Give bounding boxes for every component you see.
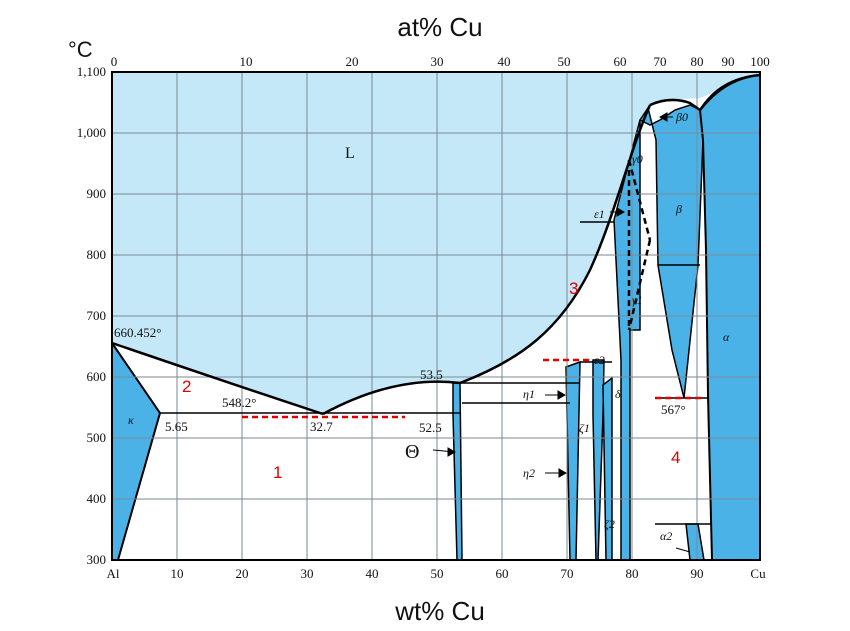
top-axis-title: at% Cu xyxy=(397,12,482,42)
region-3-label: 3 xyxy=(569,279,578,298)
top-tick: 30 xyxy=(431,54,444,69)
red-markers xyxy=(242,358,705,419)
phase-boundaries xyxy=(111,73,761,416)
y-tick: 1,100 xyxy=(77,64,106,79)
region-1-label: 1 xyxy=(273,463,282,482)
y-tick: 600 xyxy=(87,369,107,384)
top-tick: 20 xyxy=(346,54,359,69)
solubility-label: 5.65 xyxy=(165,419,188,434)
region-4-label: 4 xyxy=(671,448,680,467)
x-tick: 40 xyxy=(366,566,379,581)
top-tick: 10 xyxy=(240,54,253,69)
y-tick-labels: 300 400 500 600 700 800 900 1,000 1,100 xyxy=(77,64,106,567)
eutectoid-label: 567° xyxy=(661,402,686,417)
x-tick: Cu xyxy=(750,566,766,581)
y-tick: 400 xyxy=(87,491,107,506)
x-tick: 90 xyxy=(691,566,704,581)
top-tick: 0 xyxy=(111,54,118,69)
liquidus-cu xyxy=(699,73,761,111)
bottom-axis-title: wt% Cu xyxy=(394,596,485,626)
zeta2-label: ζ2 xyxy=(604,517,615,531)
temperature-unit: °C xyxy=(68,37,93,62)
theta-label: Θ xyxy=(405,441,419,463)
x-tick: 60 xyxy=(496,566,509,581)
top-tick: 60 xyxy=(614,54,627,69)
beta-label: β xyxy=(675,202,682,216)
x-tick: 70 xyxy=(561,566,574,581)
x-tick-labels: Al 10 20 30 40 50 60 70 80 90 Cu xyxy=(107,566,767,581)
y-tick: 1,000 xyxy=(77,125,106,140)
liquidus-mid xyxy=(322,380,461,416)
epsilon2-label: ε2 xyxy=(594,353,605,367)
grid-lines xyxy=(112,72,760,560)
liquidus-left xyxy=(111,341,324,416)
region-2-label: 2 xyxy=(182,377,191,396)
al-melting-label: 660.452° xyxy=(114,325,161,340)
liquid-label: L xyxy=(345,145,355,162)
beta0-label: β0 xyxy=(675,110,688,124)
epsilon1-label: ε1 xyxy=(594,207,605,221)
liquidus-right xyxy=(459,104,652,385)
plot-frame xyxy=(111,71,761,561)
y-tick: 300 xyxy=(87,552,107,567)
delta-label: δ xyxy=(615,387,621,401)
top-tick: 50 xyxy=(558,54,571,69)
invariant-lines xyxy=(160,159,712,525)
x-tick: 50 xyxy=(431,566,444,581)
y-tick: 900 xyxy=(87,186,107,201)
zeta1-label: ζ1 xyxy=(579,421,590,435)
eutectic-comp-label: 32.7 xyxy=(310,419,333,434)
arrows xyxy=(432,112,691,553)
y-tick: 500 xyxy=(87,430,107,445)
y-tick: 700 xyxy=(87,308,107,323)
top-tick: 70 xyxy=(654,54,667,69)
top-tick-labels: 0 10 20 30 40 50 60 70 80 90 100 xyxy=(111,54,770,69)
top-tick: 40 xyxy=(498,54,511,69)
top-tick: 90 xyxy=(722,54,735,69)
liquidus-top xyxy=(649,98,701,112)
comp-52-5-label: 52.5 xyxy=(419,420,442,435)
eta1-label: η1 xyxy=(523,387,535,401)
gamma0-label: γ0 xyxy=(632,152,643,166)
eta2-label: η2 xyxy=(523,466,535,480)
top-tick: 80 xyxy=(691,54,704,69)
top-tick: 100 xyxy=(750,54,770,69)
x-tick: 10 xyxy=(171,566,184,581)
x-tick: Al xyxy=(107,566,120,581)
kappa-label: κ xyxy=(128,413,134,427)
x-tick: 30 xyxy=(301,566,314,581)
alpha-label: α xyxy=(723,330,730,344)
comp-53-5-label: 53.5 xyxy=(420,367,443,382)
alpha2-label: α2 xyxy=(660,529,672,543)
y-tick: 800 xyxy=(87,247,107,262)
x-tick: 80 xyxy=(626,566,639,581)
gamma1-label: γ1 xyxy=(632,293,643,307)
eutectic-temp-label: 548.2° xyxy=(222,395,256,410)
x-tick: 20 xyxy=(236,566,249,581)
